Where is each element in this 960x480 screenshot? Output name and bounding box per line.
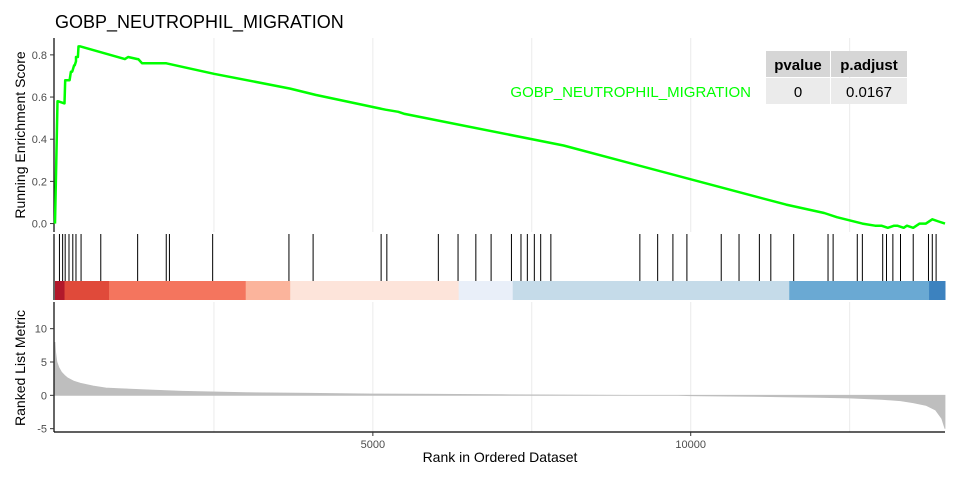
y-tick-label: 0.2 xyxy=(32,176,47,188)
color-bar-segment xyxy=(55,281,66,300)
table-header-pvalue: pvalue xyxy=(774,57,822,74)
series-label: GOBP_NEUTROPHIL_MIGRATION xyxy=(510,84,751,101)
color-bar-segment xyxy=(245,281,291,300)
y-tick-label: 0.6 xyxy=(32,92,47,104)
x-tick-label: 10000 xyxy=(675,439,706,451)
table-header-cell xyxy=(766,51,830,77)
color-bar-segment xyxy=(458,281,514,300)
color-bar-segment xyxy=(512,281,790,300)
color-bar-segment xyxy=(929,281,946,300)
hits-panel xyxy=(53,234,946,300)
y-tick-label: 0.8 xyxy=(32,50,47,62)
enrichment-gridlines xyxy=(213,38,851,232)
x-ticks: 5000 10000 xyxy=(361,432,706,451)
table-value-padjust: 0.0167 xyxy=(846,84,892,101)
chart-title: GOBP_NEUTROPHIL_MIGRATION xyxy=(55,12,344,33)
gene-hits xyxy=(58,234,937,281)
y-tick-label: 5 xyxy=(41,357,47,369)
enrichment-panel: 0.0 0.2 0.4 0.6 0.8 Running Enrichment Score… xyxy=(12,38,946,232)
x-tick-label: 5000 xyxy=(361,439,385,451)
table-body-cell xyxy=(766,78,830,104)
stats-table: pvalue p.adjust 0 0.0167 xyxy=(766,51,907,104)
rank-color-bar xyxy=(55,281,946,300)
table-value-pvalue: 0 xyxy=(794,84,802,101)
ranked-metric-area xyxy=(54,341,946,429)
y-tick-label: 0.4 xyxy=(32,134,47,146)
table-body-cell xyxy=(831,78,907,104)
color-bar-segment xyxy=(109,281,247,300)
table-header-cell xyxy=(831,51,907,77)
color-bar-segment xyxy=(64,281,110,300)
enrichment-score-line xyxy=(53,45,946,230)
x-axis-label: Rank in Ordered Dataset xyxy=(423,449,578,465)
table-header-padjust: p.adjust xyxy=(840,57,898,74)
enrichment-y-ticks: 0.0 0.2 0.4 0.6 0.8 xyxy=(32,50,54,231)
ranked-panel: -5 0 5 10 5000 10000 Ranked List Metric Rank… xyxy=(12,302,946,465)
y-tick-label: 0 xyxy=(41,390,47,402)
enrichment-y-axis-label: Running Enrichment Score xyxy=(12,51,28,219)
ranked-y-axis-label: Ranked List Metric xyxy=(12,310,28,426)
y-tick-label: 10 xyxy=(35,324,47,336)
y-tick-label: -5 xyxy=(37,424,47,436)
y-tick-label: 0.0 xyxy=(32,219,47,231)
color-bar-segment xyxy=(290,281,460,300)
ranked-y-ticks: -5 0 5 10 xyxy=(35,324,54,436)
color-bar-segment xyxy=(789,281,930,300)
ranked-gridlines xyxy=(213,302,851,432)
